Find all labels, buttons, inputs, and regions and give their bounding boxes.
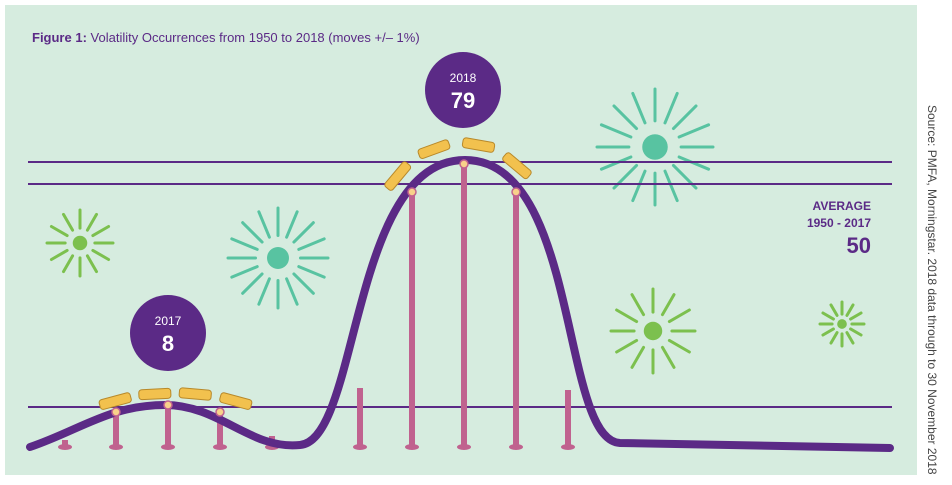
pillar-base (213, 444, 227, 450)
firework-ray (612, 104, 639, 131)
figure-label: Figure 1: (32, 30, 87, 45)
coaster-track (26, 155, 894, 452)
firework-ray (667, 308, 691, 324)
cart (461, 137, 496, 153)
firework-ray (257, 277, 271, 306)
firework-ray (660, 293, 676, 317)
pillar-base (405, 444, 419, 450)
callout-value: 79 (451, 88, 475, 113)
firework-core (643, 321, 663, 341)
callout-circle (130, 295, 206, 371)
firework-core (267, 247, 289, 269)
firework-ray (677, 123, 711, 139)
firework-ray (615, 338, 639, 354)
firework-ray (91, 248, 111, 261)
firework-ray (821, 327, 835, 337)
firework-ray (49, 225, 69, 238)
firework-ray (667, 338, 691, 354)
firework-ray (845, 303, 855, 317)
callout-value: 8 (162, 331, 174, 356)
firework-ray (660, 345, 676, 369)
carts (98, 137, 532, 417)
joint (459, 159, 469, 169)
firework-ray (630, 345, 646, 369)
firework-ray (285, 277, 299, 306)
firework-ray (62, 254, 75, 274)
firework-core (642, 134, 668, 160)
firework-ray (599, 123, 633, 139)
firework-ray (663, 91, 679, 125)
average-period: 1950 - 2017 (807, 216, 871, 230)
pillar-base (161, 444, 175, 450)
firework-ray (615, 308, 639, 324)
cart (178, 387, 212, 401)
callout-year: 2017 (155, 314, 182, 328)
firework-ray (663, 169, 679, 203)
cart (417, 139, 451, 160)
joint (407, 187, 417, 197)
firework-ray (677, 155, 711, 171)
pillar-base (109, 444, 123, 450)
firework-ray (630, 293, 646, 317)
firework-ray (297, 237, 326, 251)
joint (215, 407, 225, 417)
cart (502, 152, 532, 180)
firework-ray (631, 169, 647, 203)
firework-ray (230, 265, 259, 279)
callout-circle (425, 52, 501, 128)
firework-ray (241, 221, 264, 244)
firework-ray (631, 91, 647, 125)
pillar-base (353, 444, 367, 450)
pillar-base (509, 444, 523, 450)
firework-ray (821, 311, 835, 321)
firework-ray (292, 272, 315, 295)
firework-core (837, 319, 847, 329)
firework-ray (85, 212, 98, 232)
callout-year: 2018 (450, 71, 477, 85)
joint (511, 187, 521, 197)
firework-ray (297, 265, 326, 279)
joint (163, 400, 173, 410)
cart (219, 392, 253, 410)
firework-core (72, 235, 88, 251)
pillar-base (457, 444, 471, 450)
firework-ray (230, 237, 259, 251)
cart (384, 161, 412, 191)
average-value: 50 (847, 233, 871, 258)
firework-ray (849, 311, 863, 321)
firework-ray (257, 210, 271, 239)
source-note: Source: PMFA, Morningstar. 2018 data thr… (925, 105, 939, 475)
firework-ray (849, 327, 863, 337)
firework-ray (49, 248, 69, 261)
cart (138, 387, 172, 401)
firework-ray (845, 331, 855, 345)
pillar-base (58, 444, 72, 450)
figure-title: Figure 1: Volatility Occurrences from 19… (32, 30, 420, 45)
joint (111, 407, 121, 417)
figure-text: Volatility Occurrences from 1950 to 2018… (91, 30, 420, 45)
firework-ray (599, 155, 633, 171)
firework-ray (285, 210, 299, 239)
firework-ray (241, 272, 264, 295)
firework-ray (85, 254, 98, 274)
firework-ray (671, 104, 698, 131)
firework-ray (91, 225, 111, 238)
average-label: AVERAGE (813, 199, 871, 213)
fireworks (45, 87, 866, 375)
cart (98, 392, 132, 410)
pillar-base (561, 444, 575, 450)
firework-ray (829, 303, 839, 317)
firework-ray (292, 221, 315, 244)
firework-ray (62, 212, 75, 232)
firework-ray (829, 331, 839, 345)
